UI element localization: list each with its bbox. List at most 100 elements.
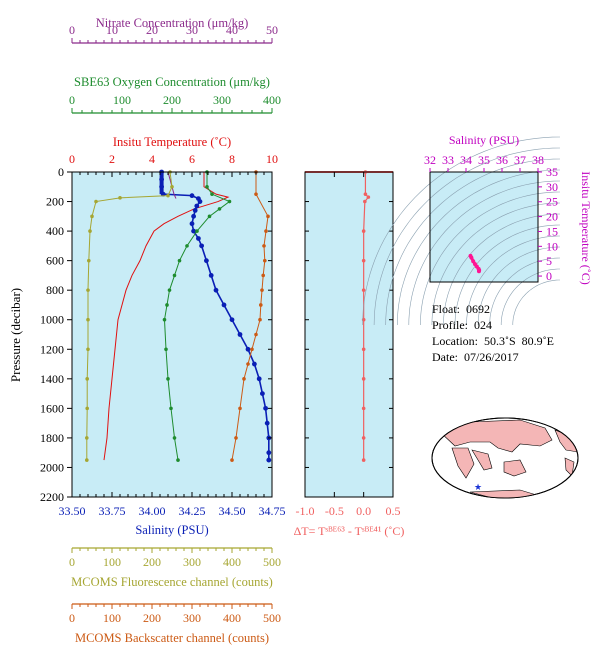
oxygen-point [167,288,172,292]
map-land [439,419,578,498]
salinity-point [191,213,197,219]
salinity-point [264,420,270,426]
pressure-tick-label: 600 [46,254,64,268]
oxygen-point [172,436,177,440]
pressure-tick-label: 1800 [40,431,64,445]
ts-salinity-tick-label: 35 [478,153,490,167]
salinity-point [229,317,235,323]
fluorescence-point [166,193,170,198]
fluorescence-point [85,406,89,411]
backscatter-tick-label: 0 [69,611,75,625]
oxygen-point [217,207,222,211]
fluorescence-tick-label: 0 [69,555,75,569]
map-outline [431,417,579,499]
backscatter-axis-label: MCOMS Backscatter channel (counts) [75,631,269,645]
fluorescence-tick-label: 400 [223,555,241,569]
salinity-point [221,302,227,308]
pressure-tick-label: 800 [46,283,64,297]
oxygen-axis-label: SBE63 Oxygen Concentration (μm/kg) [74,75,270,89]
salinity-point [204,258,209,264]
backscatter-tick-label: 200 [143,611,161,625]
backscatter-point [250,347,254,352]
nitrate-tick-label: 50 [266,23,278,37]
nitrate-axis-label: Nitrate Concentration (μm/kg) [96,16,249,30]
salinity-point [256,376,262,382]
ts-salinity-tick-label: 33 [442,153,454,167]
dt-tick-label: 0.0 [356,504,371,518]
ts-points [468,253,482,274]
ts-point [469,255,474,260]
salinity-point [196,236,201,241]
salinity-point [208,273,214,278]
backscatter-point [230,458,234,462]
backscatter-tick-label: 100 [103,611,121,625]
pressure-tick-label: 1600 [40,401,64,415]
oxygen-tick-label: 400 [263,93,281,107]
fluorescence-tick-label: 300 [183,555,201,569]
salinity-tick-label: 34.00 [139,504,166,518]
pressure-tick-label: 2000 [40,460,64,474]
world-map: ★ [431,417,579,499]
temperature-tick-label: 0 [69,152,75,166]
oxygen-tick-label: 0 [69,93,75,107]
ts-isoline [373,147,561,326]
pressure-tick-label: 400 [46,224,64,238]
fluorescence-point [118,196,122,200]
dt-point [363,199,367,204]
ts-isoline [512,279,560,325]
fluorescence-point [88,229,92,233]
ts-salinity-tick-label: 36 [496,153,508,167]
salinity-axis-label: Salinity (PSU) [135,523,208,537]
backscatter-point [261,273,266,278]
ts-isoline [454,224,561,326]
ts-temperature-tick-label: 5 [546,254,552,268]
dt-panel: -1.0 -0.5 0.0 0.5 ΔT= Tˢᴮᴱ⁶³ - Tˢᴮᴱ⁴¹ (˚C) [294,170,404,538]
salinity-point [213,287,219,293]
ts-temperature-tick-label: 35 [546,165,558,179]
backscatter-tick-label: 500 [263,611,281,625]
oxygen-profile-line [163,172,231,461]
salinity-point [194,203,200,209]
nitrate-tick-label: 0 [69,23,75,37]
salinity-tick-label: 34.25 [179,504,206,518]
fluorescence-point [94,199,98,204]
dt-point [361,436,366,440]
ts-isoline [385,158,561,326]
ts-isoline [397,169,561,326]
fluorescence-point [170,184,174,189]
oxygen-point [185,244,189,248]
temperature-tick-label: 8 [229,152,235,166]
ts-temperature-label: Insitu Temperature (˚C) [579,171,593,285]
salinity-point [189,221,195,227]
ts-point [476,269,481,274]
oxygen-point [162,317,167,322]
dt-point [361,229,366,233]
ts-isoline [420,191,561,326]
oxygen-point [176,458,180,462]
salinity-point [192,208,198,213]
ts-isoline [489,257,561,326]
ts-salinity-label: Salinity (PSU) [449,133,519,147]
profile-date: Date: 07/26/2017 [432,350,519,364]
fluorescence-axis-label: MCOMS Fluorescence channel (counts) [71,575,273,589]
backscatter-point [266,214,270,219]
backscatter-point [234,436,238,440]
ts-salinity-tick-label: 32 [424,153,436,167]
fluorescence-tick-label: 200 [143,555,161,569]
dt-axes: -1.0 -0.5 0.0 0.5 [296,171,401,518]
ts-temperature-tick-label: 15 [546,224,558,238]
oxygen-point [207,214,212,219]
backscatter-tick-label: 300 [183,611,201,625]
ts-salinity-tick-label: 37 [514,153,526,167]
dt-point [361,458,366,462]
fluorescence-point [85,458,89,462]
oxygen-point [227,199,232,204]
backscatter-point [262,244,266,248]
fluorescence-point [86,288,90,292]
backscatter-point [254,332,258,337]
ts-isoline [477,246,561,326]
oxygen-point [205,184,209,189]
